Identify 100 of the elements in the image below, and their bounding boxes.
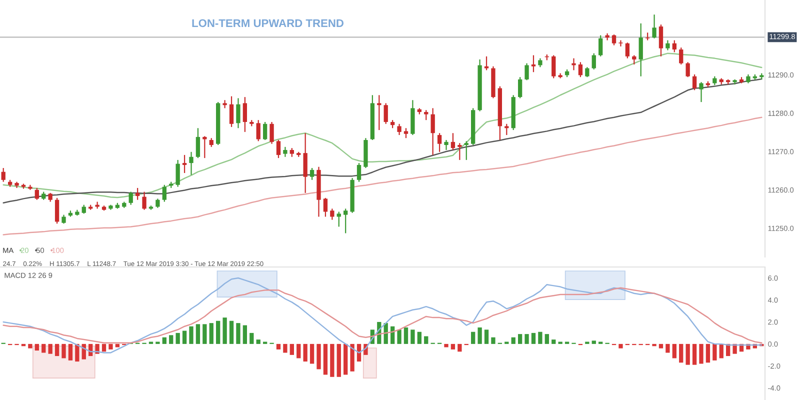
candlestick — [652, 14, 656, 39]
candlestick — [356, 162, 362, 182]
candlestick — [330, 208, 334, 220]
bar — [658, 344, 664, 348]
candlestick — [377, 94, 382, 131]
bar — [618, 344, 623, 348]
candlestick — [598, 34, 603, 57]
candlestick — [625, 42, 630, 59]
candlestick — [323, 197, 328, 218]
bar — [222, 318, 227, 344]
bar — [256, 340, 260, 344]
bar — [444, 344, 448, 348]
candlestick — [658, 24, 664, 57]
candlestick — [344, 208, 348, 234]
bar — [518, 334, 522, 344]
candlestick — [54, 197, 60, 224]
bar — [592, 340, 596, 344]
bar — [290, 344, 294, 355]
candlestick — [666, 40, 670, 51]
bar — [686, 344, 690, 365]
bar — [250, 332, 254, 344]
bar — [471, 332, 476, 344]
candlestick — [242, 96, 248, 133]
bar — [350, 344, 354, 372]
candlestick — [162, 184, 166, 202]
bar — [102, 344, 106, 352]
candlestick — [552, 54, 556, 79]
bar — [68, 344, 73, 360]
candlestick — [397, 123, 402, 136]
candlestick — [605, 32, 610, 41]
bar — [484, 330, 489, 344]
candlestick — [256, 120, 260, 142]
bar — [552, 340, 556, 344]
candlestick — [1, 167, 6, 182]
candlestick — [262, 121, 268, 141]
candlestick — [464, 140, 468, 161]
candlestick — [384, 102, 388, 124]
bar — [28, 344, 32, 348]
bar — [417, 332, 422, 344]
candlestick — [196, 128, 200, 159]
bar — [209, 323, 214, 344]
bar — [75, 344, 80, 362]
bar — [679, 344, 684, 363]
candlestick — [484, 56, 489, 71]
bar — [458, 344, 462, 352]
bar — [531, 332, 536, 344]
bar — [719, 344, 724, 358]
bar — [672, 344, 676, 358]
bar — [450, 344, 456, 350]
line-series — [2, 277, 762, 354]
bar — [712, 344, 717, 360]
bar — [330, 344, 334, 377]
candlestick — [612, 34, 616, 46]
candlestick — [638, 22, 643, 77]
candlestick — [444, 139, 448, 151]
candlestick — [135, 187, 140, 200]
candlestick — [686, 62, 690, 78]
bar — [169, 335, 174, 344]
bar — [236, 323, 240, 344]
bar — [229, 320, 234, 344]
bar — [336, 344, 341, 377]
bar — [48, 344, 52, 354]
candlestick — [692, 74, 697, 91]
line-series — [2, 116, 762, 236]
candlestick — [336, 211, 341, 228]
bar — [511, 337, 516, 344]
bar — [397, 330, 402, 344]
bar — [176, 332, 180, 344]
line-series — [2, 287, 762, 344]
candlestick — [236, 98, 240, 129]
candlestick — [189, 151, 194, 176]
bar — [303, 344, 308, 362]
bar — [410, 330, 415, 344]
bar — [666, 344, 670, 353]
bar — [706, 344, 710, 363]
bar — [538, 332, 542, 344]
candlestick — [404, 128, 408, 139]
candlestick — [176, 159, 180, 188]
bar — [652, 344, 656, 346]
bar — [62, 344, 66, 358]
bar — [108, 344, 113, 350]
candlestick — [276, 139, 281, 159]
bar — [310, 344, 314, 364]
bar — [424, 336, 428, 344]
candlestick — [222, 100, 227, 109]
candlestick — [270, 121, 274, 144]
bar — [182, 330, 187, 344]
bar — [478, 327, 482, 344]
bar — [692, 344, 697, 365]
bar — [196, 324, 200, 344]
bar — [34, 344, 39, 351]
bar — [491, 337, 496, 344]
candlestick — [672, 40, 676, 53]
candlestick — [632, 54, 636, 65]
bar — [162, 337, 166, 344]
bar — [544, 334, 549, 344]
candlestick — [504, 123, 509, 136]
candlestick — [618, 40, 623, 47]
candlestick — [303, 132, 308, 194]
candlestick — [585, 66, 590, 78]
